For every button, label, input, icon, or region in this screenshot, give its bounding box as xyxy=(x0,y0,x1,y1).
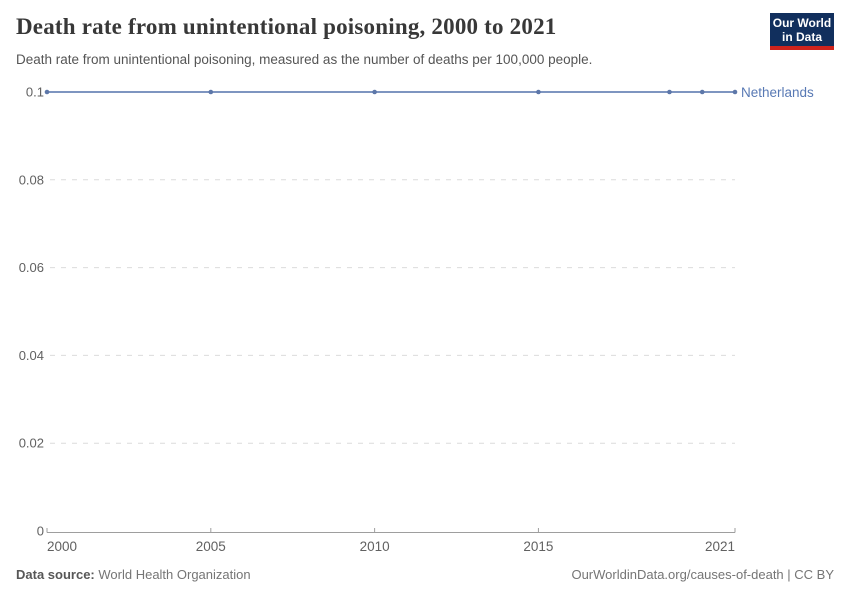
y-tick-label: 0.1 xyxy=(26,85,44,100)
x-tick-label: 2015 xyxy=(523,539,553,554)
owid-logo: Our World in Data xyxy=(770,13,834,50)
owid-logo-line2: in Data xyxy=(781,29,822,44)
y-tick-label: 0.06 xyxy=(19,260,44,275)
chart-footer: Data source: World Health Organization O… xyxy=(16,567,834,582)
data-source-value: World Health Organization xyxy=(98,567,251,582)
data-point[interactable] xyxy=(536,89,541,95)
data-point[interactable] xyxy=(208,89,214,95)
x-tick-label: 2021 xyxy=(705,539,735,554)
data-point[interactable] xyxy=(44,89,50,95)
chart-subtitle: Death rate from unintentional poisoning,… xyxy=(16,52,593,67)
y-tick-label: 0.02 xyxy=(19,436,44,451)
data-point[interactable] xyxy=(699,89,705,95)
data-point[interactable] xyxy=(372,89,377,95)
data-point[interactable] xyxy=(732,89,738,95)
data-source-note: Data source: World Health Organization xyxy=(16,567,251,582)
x-tick-label: 2000 xyxy=(47,539,77,554)
data-point[interactable] xyxy=(667,89,672,95)
x-tick-label: 2010 xyxy=(360,539,390,554)
y-tick-label: 0.08 xyxy=(19,172,44,187)
y-tick-label: 0.04 xyxy=(19,348,44,363)
data-source-label: Data source: xyxy=(16,567,95,582)
chart-title: Death rate from unintentional poisoning,… xyxy=(16,14,557,39)
owid-logo-line1: Our World xyxy=(772,15,832,30)
y-tick-label: 0 xyxy=(37,524,44,539)
x-tick-label: 2005 xyxy=(196,539,226,554)
series-label-netherlands[interactable]: Netherlands xyxy=(741,85,814,100)
license-credit[interactable]: OurWorldinData.org/causes-of-death | CC … xyxy=(571,567,834,582)
